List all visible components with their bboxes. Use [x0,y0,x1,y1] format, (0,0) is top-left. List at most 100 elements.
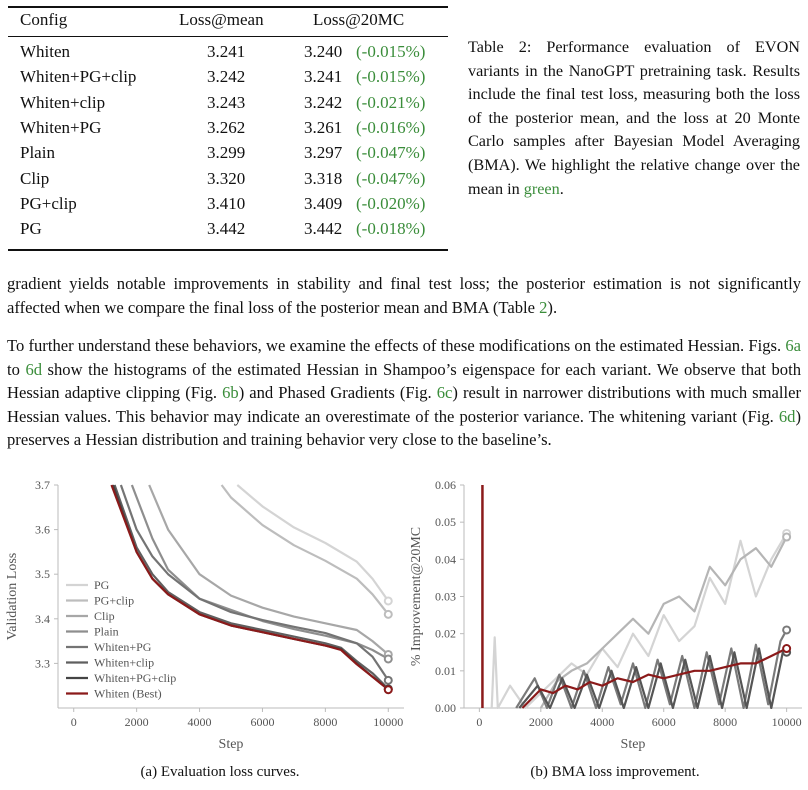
series-line-whiten-clip [113,484,390,690]
x-tick-label: 6000 [250,715,274,729]
table-cell-loss-mean: 3.299 [207,143,246,163]
table-cell-config: PG [20,219,42,239]
table-cell-relative-change: (-0.018%) [356,219,426,239]
legend-entry: Whiten+clip [94,656,154,670]
legend-entry: Whiten+PG [94,640,152,654]
x-tick-label: 4000 [188,715,212,729]
series-end-marker [383,654,393,664]
x-axis-label: Step [621,737,646,752]
series-line-whiten-best- [110,484,389,691]
table-bottom-rule [8,249,448,251]
legend-entry: Clip [94,609,115,623]
table-cell-config: PG+clip [20,193,77,213]
y-tick-label: 0.06 [435,478,456,492]
fig-ref-link[interactable]: 6a [785,336,801,355]
x-tick-label: 0 [71,715,77,729]
series-line-pg [236,484,390,602]
table-ref-link[interactable]: 2 [539,297,548,317]
table-cell-relative-change: (-0.047%) [356,168,426,188]
y-tick-label: 0.02 [435,627,456,641]
table-cell-config: Whiten [20,42,71,61]
table-cell-relative-change: (-0.020%) [356,193,426,213]
x-tick-label: 6000 [652,715,676,729]
series-line-plain [515,629,788,709]
series-end-marker [383,685,393,695]
x-tick-label: 0 [476,715,482,729]
series-end-marker [383,596,393,606]
y-tick-label: 3.5 [35,567,50,581]
series-end-marker [782,532,792,542]
table-cell-relative-change: (-0.015%) [356,42,426,61]
bma-improvement-chart: 0.00 0.01 0.02 0.03 0.04 0.05 0.06 0 2000 4000 600… [409,478,802,752]
series-end-marker [383,609,393,619]
fig-ref-link[interactable]: 6d [25,359,43,379]
figure-caption-b: (b) BMA loss improvement. [530,764,700,780]
table-cell-loss-20mc: 3.442 [304,219,343,239]
y-axis-label: % Improvement@20MC [409,527,424,666]
y-tick-label: 3.3 [35,656,50,670]
x-tick-label: 2000 [529,715,553,729]
x-tick-label: 8000 [713,715,737,729]
series-end-marker [782,644,792,654]
x-tick-label: 10000 [373,715,403,729]
table-top-rule [8,6,448,8]
series-line-plain [130,484,389,660]
table-cell-loss-20mc: 3.240 [304,42,343,61]
y-axis-label: Validation Loss [5,553,20,641]
legend-entry: PG+clip [94,594,134,608]
table-cell-relative-change: (-0.016%) [356,117,426,137]
fig-ref-link[interactable]: 6d [778,406,796,426]
x-tick-label: 10000 [772,715,802,729]
fig-ref-link[interactable]: 6c [436,383,453,402]
legend-entry: PG [94,578,110,592]
plot-area [481,485,788,709]
legend-entry: Whiten (Best) [94,687,162,701]
y-tick-label: 0.01 [435,664,456,678]
table-cell-relative-change: (-0.047%) [356,143,426,163]
table-cell-relative-change: (-0.021%) [356,92,426,112]
table-header-config: Config [20,10,68,29]
series-line-whiten-best- [521,647,788,709]
table-cell-config: Clip [20,168,50,188]
x-tick-label: 4000 [590,715,614,729]
plot-area [110,484,390,691]
table-header-loss-20mc: Loss@20MC [313,10,405,29]
table-cell-loss-mean: 3.320 [207,168,246,188]
table-header-rule [8,36,448,37]
table-cell-loss-mean: 3.410 [207,193,246,213]
y-tick-label: 3.4 [35,612,50,626]
table-caption: Table 2: Performance evaluation of EVON … [468,38,800,198]
series-end-marker [383,675,393,685]
x-axis-label: Step [219,737,244,752]
y-tick-label: 0.05 [435,515,456,529]
table-cell-loss-20mc: 3.241 [304,67,343,87]
legend-entry: Whiten+PG+clip [94,671,176,685]
legend-entry: Plain [94,625,119,639]
series-line-whiten-pg [518,647,788,709]
paragraph-2: To further understand these behaviors, w… [7,336,802,449]
x-tick-label: 8000 [313,715,337,729]
table-cell-loss-mean: 3.442 [207,219,246,239]
y-tick-label: 0.03 [435,590,456,604]
fig-ref-link[interactable]: 6b [222,383,239,402]
series-line-whiten-pg [119,484,390,681]
table-cell-config: Whiten+PG+clip [20,67,137,87]
series-line-clip [148,484,390,656]
series-line-pg-clip [220,484,390,615]
table-cell-loss-20mc: 3.242 [304,92,343,112]
table-cell-config: Whiten+clip [20,92,106,112]
figure-caption-a: (a) Evaluation loss curves. [140,764,300,780]
y-tick-label: 0.04 [435,552,456,566]
paragraph-1: gradient yields notable improvements in … [7,274,801,317]
y-tick-label: 0.00 [435,701,456,715]
table-cell-loss-mean: 3.241 [207,42,246,61]
table-header-loss-mean: Loss@mean [179,10,264,29]
y-tick-label: 3.6 [35,523,50,537]
table-cell-loss-mean: 3.243 [207,92,246,112]
table-cell-config: Whiten+PG [20,117,102,137]
y-tick-label: 3.7 [35,478,50,492]
series-line-pg-clip [539,536,788,709]
table-cell-loss-mean: 3.242 [207,67,246,87]
table-cell-loss-20mc: 3.297 [304,143,343,163]
table-cell-relative-change: (-0.015%) [356,67,426,87]
